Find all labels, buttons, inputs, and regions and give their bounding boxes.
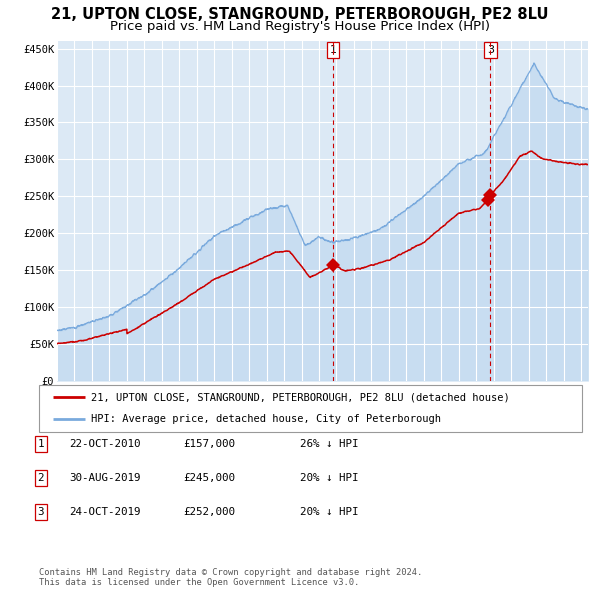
- Text: £252,000: £252,000: [183, 507, 235, 517]
- Text: £245,000: £245,000: [183, 473, 235, 483]
- Text: 22-OCT-2010: 22-OCT-2010: [69, 439, 140, 448]
- FancyBboxPatch shape: [39, 385, 582, 432]
- Text: HPI: Average price, detached house, City of Peterborough: HPI: Average price, detached house, City…: [91, 414, 440, 424]
- Text: 21, UPTON CLOSE, STANGROUND, PETERBOROUGH, PE2 8LU (detached house): 21, UPTON CLOSE, STANGROUND, PETERBOROUG…: [91, 392, 509, 402]
- Text: 3: 3: [487, 45, 494, 55]
- Text: 24-OCT-2019: 24-OCT-2019: [69, 507, 140, 517]
- Text: 1: 1: [329, 45, 337, 55]
- Text: 3: 3: [38, 507, 44, 517]
- Text: Contains HM Land Registry data © Crown copyright and database right 2024.
This d: Contains HM Land Registry data © Crown c…: [39, 568, 422, 587]
- Text: £157,000: £157,000: [183, 439, 235, 448]
- Text: 1: 1: [38, 439, 44, 448]
- Text: 20% ↓ HPI: 20% ↓ HPI: [300, 473, 359, 483]
- Text: 26% ↓ HPI: 26% ↓ HPI: [300, 439, 359, 448]
- Text: 20% ↓ HPI: 20% ↓ HPI: [300, 507, 359, 517]
- Text: 30-AUG-2019: 30-AUG-2019: [69, 473, 140, 483]
- Text: Price paid vs. HM Land Registry's House Price Index (HPI): Price paid vs. HM Land Registry's House …: [110, 20, 490, 33]
- Text: 2: 2: [38, 473, 44, 483]
- Text: 21, UPTON CLOSE, STANGROUND, PETERBOROUGH, PE2 8LU: 21, UPTON CLOSE, STANGROUND, PETERBOROUG…: [51, 7, 549, 22]
